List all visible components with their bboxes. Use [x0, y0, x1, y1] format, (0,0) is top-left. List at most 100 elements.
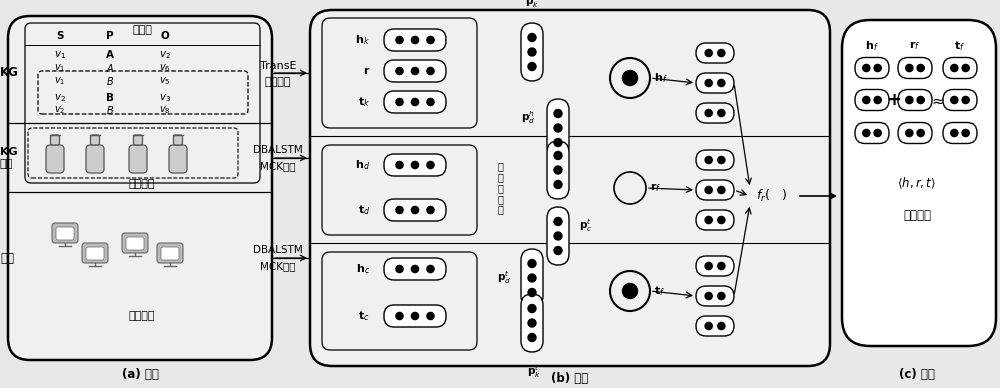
Circle shape [427, 312, 434, 320]
Circle shape [718, 49, 725, 57]
Circle shape [718, 217, 725, 223]
FancyBboxPatch shape [129, 145, 147, 173]
FancyBboxPatch shape [384, 199, 446, 221]
Text: $\mathbf{h}_k$: $\mathbf{h}_k$ [355, 33, 370, 47]
Text: $\mathbf{h}_f$: $\mathbf{h}_f$ [654, 71, 668, 85]
Text: (b) 训练: (b) 训练 [551, 371, 589, 385]
Circle shape [427, 99, 434, 106]
FancyBboxPatch shape [322, 145, 477, 235]
Text: $B$: $B$ [106, 104, 114, 116]
FancyBboxPatch shape [126, 237, 144, 250]
Circle shape [554, 180, 562, 189]
Circle shape [528, 274, 536, 282]
Circle shape [411, 265, 419, 273]
Circle shape [917, 96, 924, 104]
Circle shape [718, 293, 725, 300]
Circle shape [427, 36, 434, 43]
FancyBboxPatch shape [322, 18, 477, 128]
Circle shape [554, 246, 562, 255]
Text: $f_{r}(\ \ \ )$: $f_{r}(\ \ \ )$ [756, 188, 788, 204]
Text: $v_2$: $v_2$ [54, 104, 66, 116]
Circle shape [528, 319, 536, 327]
Circle shape [718, 80, 725, 87]
FancyBboxPatch shape [898, 57, 932, 78]
Circle shape [705, 80, 712, 87]
FancyBboxPatch shape [86, 145, 104, 173]
Circle shape [554, 124, 562, 132]
Circle shape [874, 96, 881, 104]
Circle shape [874, 130, 881, 137]
FancyBboxPatch shape [384, 258, 446, 280]
Text: B: B [106, 93, 114, 103]
Text: O: O [161, 31, 169, 41]
Circle shape [962, 96, 969, 104]
FancyBboxPatch shape [161, 247, 179, 260]
Circle shape [917, 64, 924, 72]
Text: $\mathbf{p}^t_c$: $\mathbf{p}^t_c$ [579, 218, 593, 234]
Text: (c) 结果: (c) 结果 [899, 367, 935, 381]
Circle shape [906, 64, 913, 72]
FancyBboxPatch shape [322, 252, 477, 350]
Circle shape [396, 161, 403, 169]
Circle shape [528, 260, 536, 267]
Circle shape [554, 151, 562, 159]
Circle shape [427, 206, 434, 214]
Circle shape [718, 156, 725, 164]
Circle shape [411, 68, 419, 74]
Circle shape [554, 166, 562, 174]
Text: 注
意
力
筛
选: 注 意 力 筛 选 [497, 161, 503, 215]
Text: $v_2$: $v_2$ [159, 49, 171, 61]
Circle shape [951, 96, 958, 104]
FancyBboxPatch shape [842, 20, 996, 346]
FancyBboxPatch shape [696, 103, 734, 123]
FancyBboxPatch shape [90, 135, 99, 145]
Text: $\approx$: $\approx$ [929, 92, 946, 107]
Text: $\mathbf{t}_k$: $\mathbf{t}_k$ [358, 95, 370, 109]
FancyBboxPatch shape [855, 90, 889, 111]
Circle shape [705, 322, 712, 329]
Circle shape [622, 284, 638, 298]
Text: $\langle h, r, t\rangle$: $\langle h, r, t\rangle$ [897, 175, 937, 191]
FancyBboxPatch shape [696, 180, 734, 200]
Circle shape [705, 262, 712, 270]
Text: $\mathbf{t}_f$: $\mathbf{t}_f$ [654, 284, 665, 298]
Text: P: P [106, 31, 114, 41]
Circle shape [705, 186, 712, 194]
Circle shape [396, 68, 403, 74]
Circle shape [962, 130, 969, 137]
FancyBboxPatch shape [898, 90, 932, 111]
Circle shape [528, 48, 536, 56]
FancyBboxPatch shape [696, 210, 734, 230]
FancyBboxPatch shape [696, 256, 734, 276]
FancyBboxPatch shape [521, 249, 543, 307]
FancyBboxPatch shape [86, 247, 104, 260]
Text: $v_1$: $v_1$ [54, 49, 66, 61]
FancyBboxPatch shape [898, 123, 932, 144]
FancyBboxPatch shape [696, 150, 734, 170]
Circle shape [951, 130, 958, 137]
Circle shape [718, 109, 725, 117]
Circle shape [554, 109, 562, 118]
FancyBboxPatch shape [56, 227, 74, 240]
Circle shape [396, 36, 403, 43]
Text: $B$: $B$ [106, 75, 114, 87]
Circle shape [863, 64, 870, 72]
Text: $\mathbf{h}_f$: $\mathbf{h}_f$ [865, 39, 879, 53]
FancyBboxPatch shape [25, 23, 260, 183]
Text: MCK辅助: MCK辅助 [260, 161, 296, 171]
FancyBboxPatch shape [855, 123, 889, 144]
Text: $A$: $A$ [106, 62, 114, 74]
Text: $\mathbf{p}^h_d$: $\mathbf{p}^h_d$ [521, 109, 535, 126]
FancyBboxPatch shape [696, 286, 734, 306]
Circle shape [411, 161, 419, 169]
Text: 语料: 语料 [0, 251, 14, 265]
Text: +: + [886, 91, 901, 109]
FancyBboxPatch shape [50, 135, 60, 145]
Circle shape [718, 186, 725, 194]
FancyBboxPatch shape [134, 135, 143, 145]
Circle shape [622, 71, 638, 85]
Text: $v_1$: $v_1$ [54, 75, 66, 87]
Circle shape [951, 64, 958, 72]
Circle shape [427, 68, 434, 74]
Circle shape [705, 49, 712, 57]
